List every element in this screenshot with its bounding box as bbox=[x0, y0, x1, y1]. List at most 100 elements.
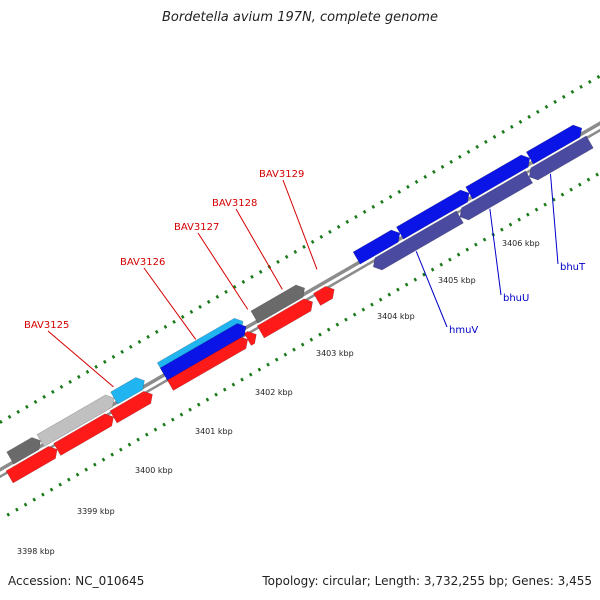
tick-mark bbox=[569, 187, 573, 192]
tick-label: 3405 kbp bbox=[438, 276, 476, 285]
tick-mark bbox=[215, 294, 220, 299]
tick-mark bbox=[206, 299, 211, 304]
leader-line bbox=[549, 173, 559, 265]
tick-mark bbox=[232, 284, 237, 289]
tick-mark bbox=[422, 272, 426, 277]
gene-label-hmuv: hmuV bbox=[449, 325, 478, 336]
tick-mark bbox=[544, 104, 549, 109]
leader-line bbox=[282, 179, 318, 270]
tick-mark bbox=[110, 452, 114, 457]
gene-arrow bbox=[528, 135, 594, 181]
tick-mark bbox=[300, 342, 305, 347]
tick-mark bbox=[388, 194, 393, 199]
gene-label-bav3128: BAV3128 bbox=[212, 198, 257, 209]
tick-mark bbox=[345, 219, 350, 224]
tick-mark bbox=[492, 134, 497, 139]
tick-mark bbox=[205, 397, 210, 402]
tick-mark bbox=[595, 172, 599, 177]
gene-label-bav3125: BAV3125 bbox=[24, 320, 69, 331]
leader-line bbox=[143, 267, 197, 340]
tick-mark bbox=[587, 79, 592, 84]
gene-arrow bbox=[5, 446, 58, 484]
gene-label-bav3126: BAV3126 bbox=[120, 257, 165, 268]
outer-tick-track bbox=[0, 74, 600, 424]
tick-mark bbox=[509, 124, 514, 129]
tick-mark bbox=[439, 262, 444, 267]
tick-mark bbox=[292, 347, 296, 352]
tick-mark bbox=[309, 337, 314, 342]
tick-mark bbox=[214, 392, 218, 397]
tick-label: 3398 kbp bbox=[17, 547, 55, 556]
tick-label: 3403 kbp bbox=[316, 349, 354, 358]
gene-arrow bbox=[465, 154, 531, 200]
accession-text: Accession: NC_010645 bbox=[8, 574, 145, 588]
tick-mark bbox=[250, 274, 254, 279]
tick-mark bbox=[440, 164, 445, 169]
tick-mark bbox=[84, 467, 89, 472]
tick-mark bbox=[508, 222, 513, 227]
label-leader-lines bbox=[47, 173, 559, 388]
tick-mark bbox=[361, 307, 366, 312]
tick-mark bbox=[15, 507, 19, 512]
tick-mark bbox=[596, 74, 600, 79]
tick-mark bbox=[154, 329, 159, 334]
tick-label: 3402 kbp bbox=[255, 388, 293, 397]
tick-mark bbox=[423, 174, 428, 179]
tick-mark bbox=[293, 249, 298, 254]
inner-tick-track bbox=[6, 172, 599, 517]
gene-features bbox=[5, 124, 594, 484]
tick-mark bbox=[258, 269, 263, 274]
tick-mark bbox=[517, 217, 522, 222]
tick-mark bbox=[448, 257, 452, 262]
tick-mark bbox=[93, 462, 97, 467]
tick-mark bbox=[526, 212, 530, 217]
scale-tick-labels: 3398 kbp 3399 kbp 3400 kbp 3401 kbp 3402 kbp… bbox=[17, 239, 540, 556]
tick-mark bbox=[560, 192, 565, 197]
gene-arrow bbox=[459, 170, 534, 221]
tick-mark bbox=[449, 159, 454, 164]
tick-mark bbox=[370, 302, 374, 307]
leader-line bbox=[489, 208, 502, 296]
tick-mark bbox=[362, 209, 367, 214]
tick-mark bbox=[128, 344, 133, 349]
leader-line bbox=[197, 232, 249, 310]
tick-mark bbox=[146, 334, 150, 339]
tick-mark bbox=[586, 177, 591, 182]
tick-label: 3404 kbp bbox=[377, 312, 415, 321]
tick-mark bbox=[59, 384, 64, 389]
tick-mark bbox=[484, 139, 488, 144]
tick-mark bbox=[276, 259, 280, 264]
leader-line bbox=[235, 208, 283, 290]
tick-mark bbox=[224, 289, 228, 294]
tick-mark bbox=[482, 237, 487, 242]
tick-mark bbox=[284, 254, 289, 259]
tick-mark bbox=[413, 277, 418, 282]
tick-mark bbox=[111, 354, 116, 359]
gene-labels: BAV3125 BAV3126 BAV3127 BAV3128 BAV3129 hmuV b… bbox=[24, 169, 586, 336]
gene-arrow bbox=[256, 298, 314, 339]
map-title: Bordetella avium 197N, complete genome bbox=[162, 10, 438, 25]
gene-arrow bbox=[525, 124, 583, 165]
tick-mark bbox=[501, 129, 505, 134]
tick-mark bbox=[58, 482, 63, 487]
tick-mark bbox=[535, 109, 540, 114]
tick-mark bbox=[7, 414, 12, 419]
tick-mark bbox=[75, 472, 80, 477]
tick-mark bbox=[352, 312, 357, 317]
tick-mark bbox=[33, 399, 38, 404]
tick-mark bbox=[378, 297, 383, 302]
gene-arrow bbox=[243, 331, 257, 346]
tick-mark bbox=[153, 427, 158, 432]
tick-mark bbox=[380, 199, 384, 204]
tick-mark bbox=[406, 184, 410, 189]
tick-mark bbox=[266, 362, 270, 367]
tick-label: 3406 kbp bbox=[502, 239, 540, 248]
tick-mark bbox=[241, 279, 246, 284]
gene-arrow bbox=[352, 229, 401, 265]
tick-mark bbox=[527, 114, 531, 119]
gene-arrow bbox=[109, 391, 153, 424]
tick-mark bbox=[32, 497, 37, 502]
gene-arrow bbox=[53, 413, 114, 456]
tick-mark bbox=[387, 292, 392, 297]
tick-mark bbox=[475, 144, 480, 149]
